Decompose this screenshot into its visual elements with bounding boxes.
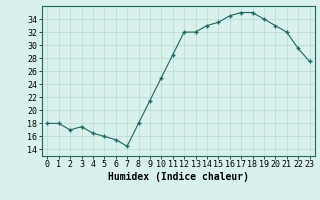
X-axis label: Humidex (Indice chaleur): Humidex (Indice chaleur) — [108, 172, 249, 182]
